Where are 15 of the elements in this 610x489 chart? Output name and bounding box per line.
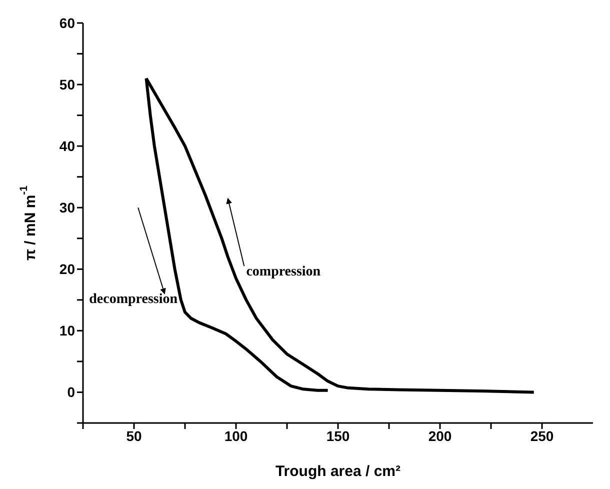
y-tick-label: 60 xyxy=(59,14,76,31)
y-tick-label: 30 xyxy=(59,200,76,216)
annotation: compression xyxy=(246,264,321,280)
x-tick-label: 250 xyxy=(530,428,554,444)
y-tick-label: 10 xyxy=(59,322,76,339)
y-tick-label: 0 xyxy=(67,384,76,400)
y-tick-label: 50 xyxy=(59,76,76,93)
y-tick-label: 20 xyxy=(59,261,76,278)
x-tick-label: 150 xyxy=(326,428,350,444)
annotation: decompression xyxy=(89,292,178,307)
y-tick-label: 40 xyxy=(59,138,76,154)
x-tick-label: 50 xyxy=(126,428,142,444)
x-tick-label: 100 xyxy=(224,428,248,444)
x-axis-title: Trough area / cm² xyxy=(275,463,401,480)
x-tick-label: 200 xyxy=(428,428,452,444)
